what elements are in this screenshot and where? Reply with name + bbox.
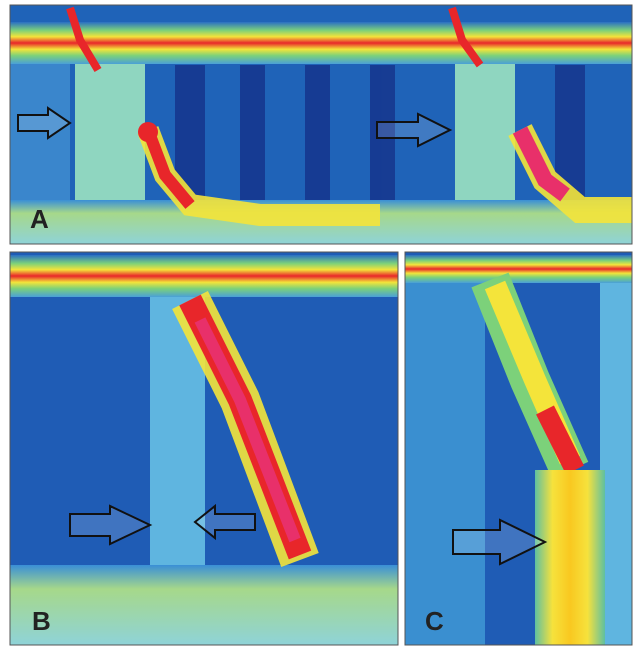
panel-label: B	[32, 606, 51, 636]
panel-b: B	[10, 252, 398, 645]
panel-label: A	[30, 204, 49, 234]
panel-c: C	[405, 252, 632, 645]
panel-label: C	[425, 606, 444, 636]
figure: A B C	[0, 0, 634, 647]
panel-a: A	[10, 5, 632, 244]
